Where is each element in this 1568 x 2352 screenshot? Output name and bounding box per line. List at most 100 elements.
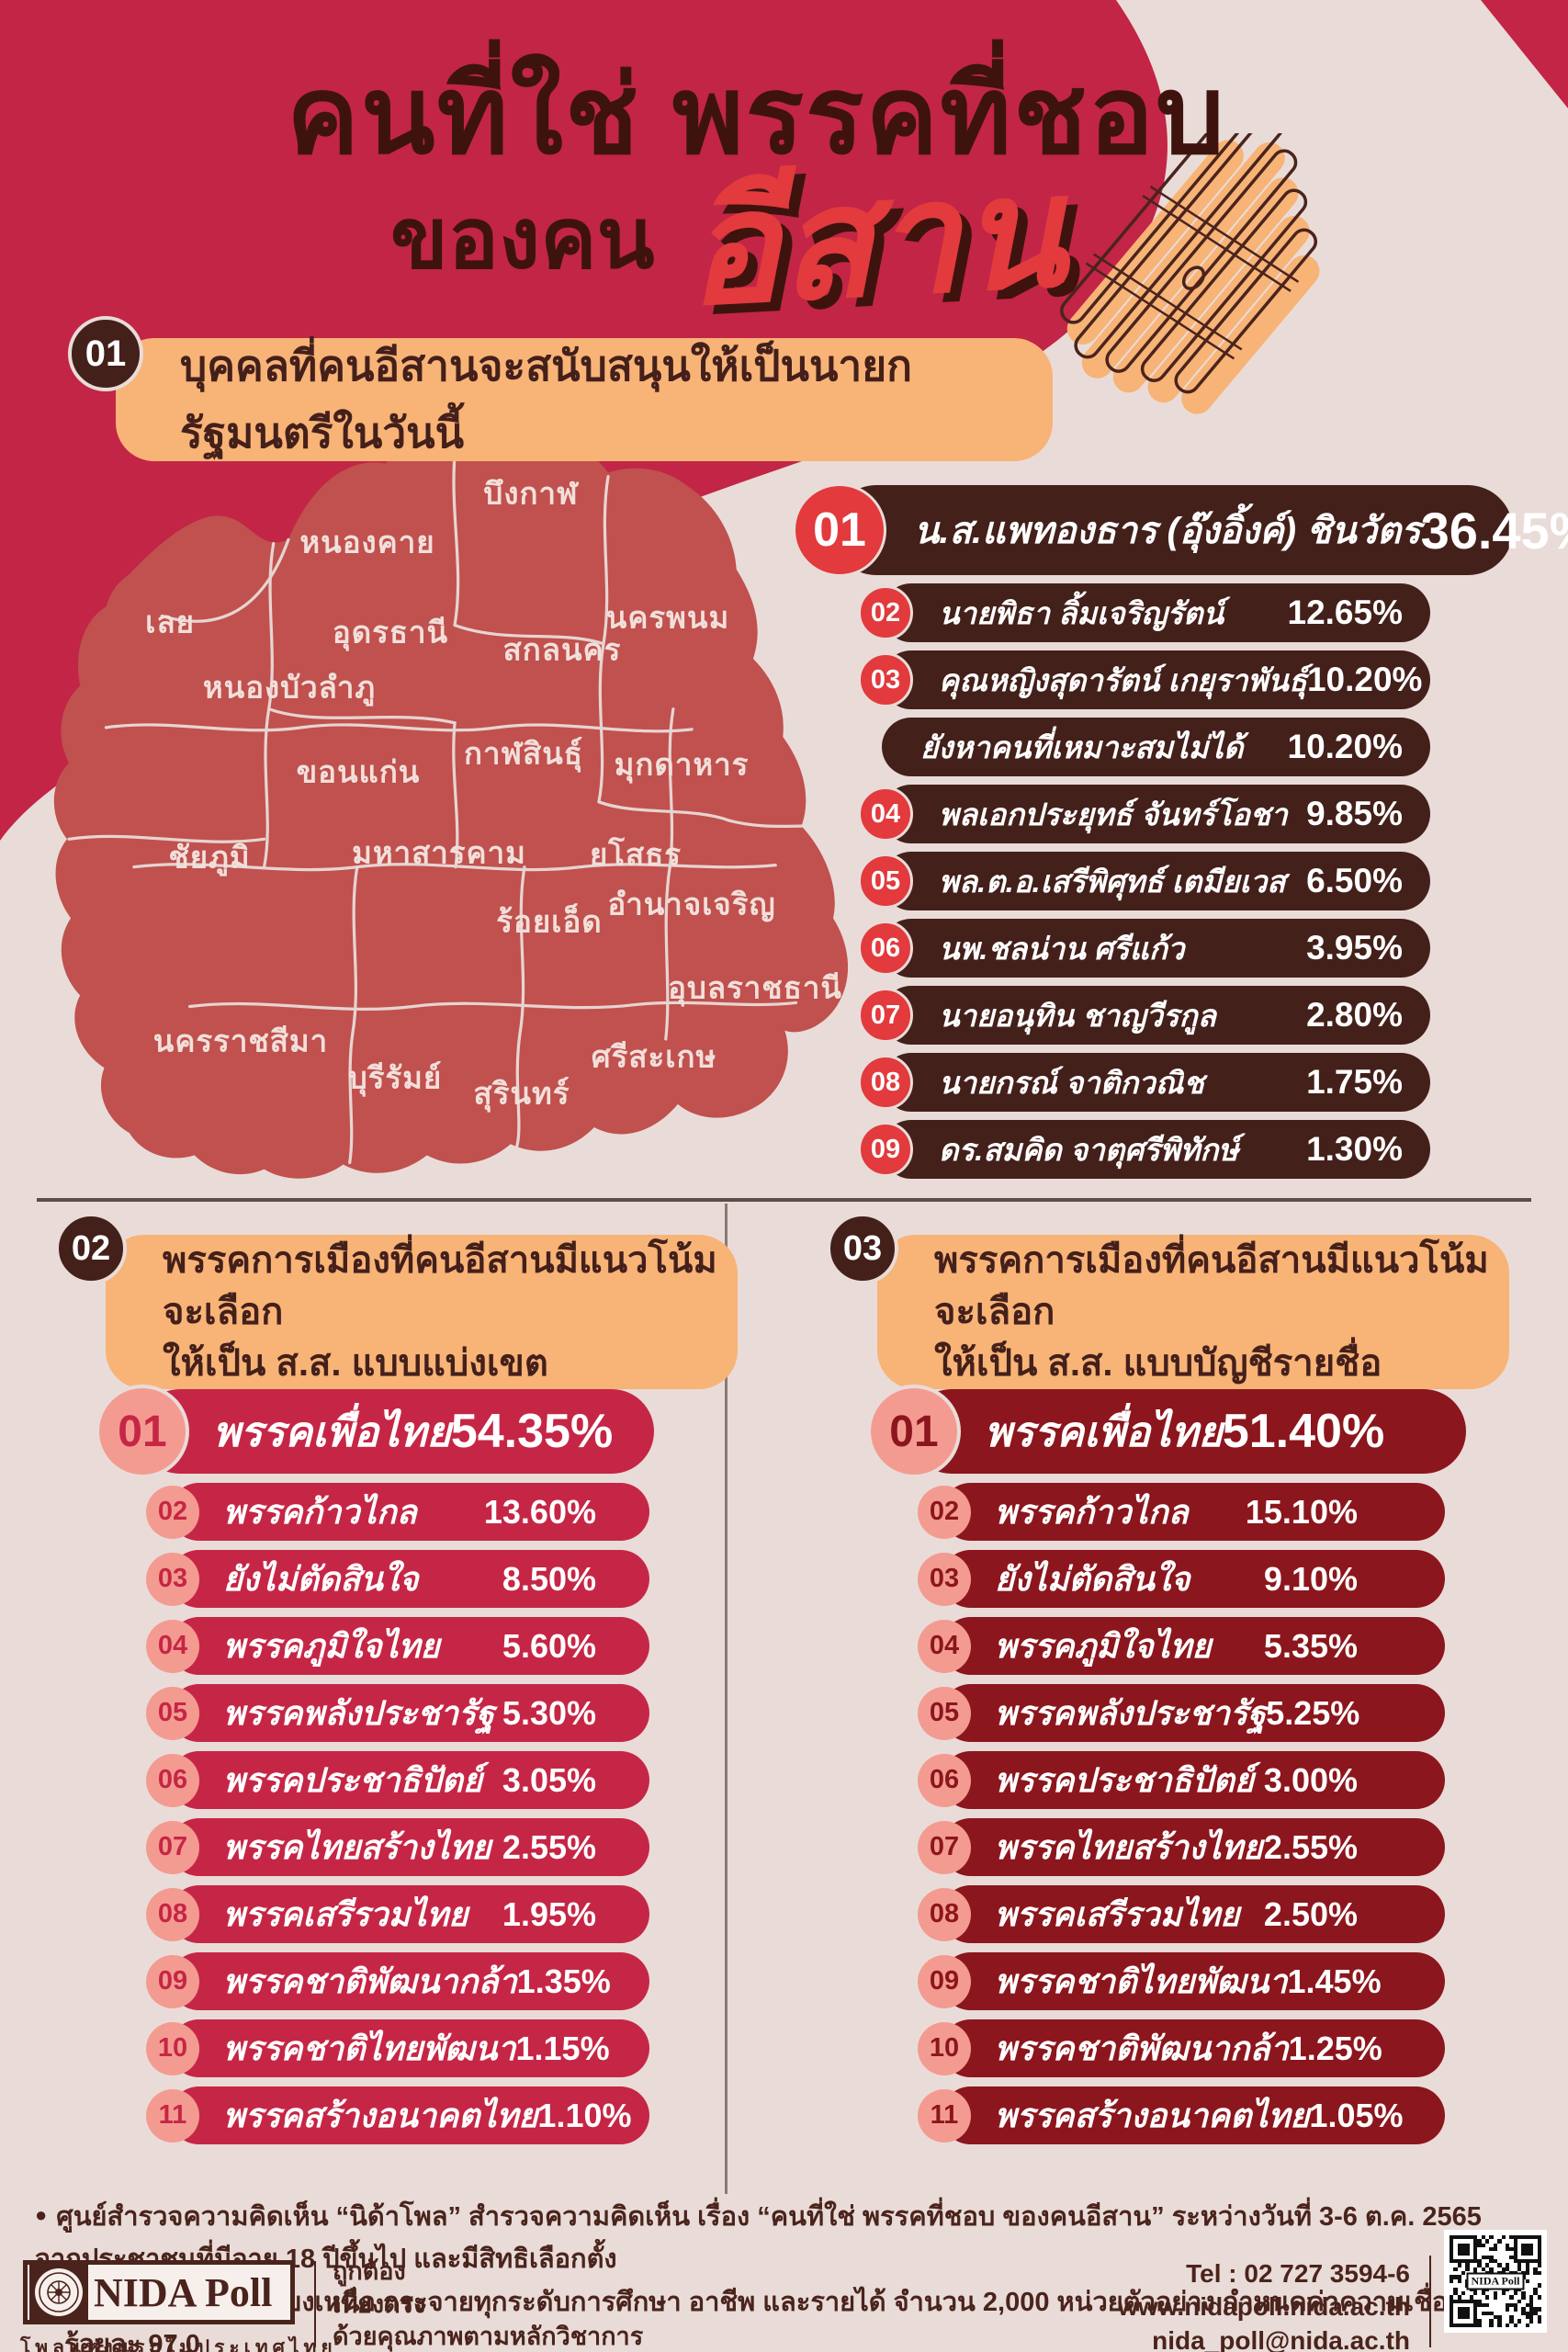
rank-badge: 08 xyxy=(918,1887,971,1941)
rank-value: 5.30% xyxy=(502,1693,596,1732)
ranking-row: 02 พรรคก้าวไกล 15.10% xyxy=(918,1483,1445,1541)
rank-badge: 01 xyxy=(867,1385,961,1478)
rank-value: 2.55% xyxy=(1263,1827,1358,1866)
rank-value: 1.35% xyxy=(516,1962,611,2000)
section-1-heading: บุคคลที่คนอีสานจะสนับสนุนให้เป็นนายกรัฐม… xyxy=(116,338,1053,461)
qr-center-label: NIDA Poll xyxy=(1466,2272,1525,2290)
rank-badge: 07 xyxy=(918,1820,971,1874)
ranking-row: 06 พรรคประชาธิปัตย์ 3.00% xyxy=(918,1751,1445,1809)
rank-label: พรรคก้าวไกล xyxy=(995,1493,1189,1531)
rank-value: 6.50% xyxy=(1306,862,1403,899)
district-mp-ranking-list: 01 พรรคเพื่อไทย 54.35% 02 พรรคก้าวไกล 13.60% 0… xyxy=(96,1385,707,2144)
rank-badge: 04 xyxy=(858,786,913,842)
rank-badge: 06 xyxy=(858,921,913,976)
rank-badge: 10 xyxy=(146,2021,199,2075)
ranking-row: 09 พรรคชาติพัฒนากล้า 1.35% xyxy=(146,1952,649,2010)
ranking-row: 07 พรรคไทยสร้างไทย 2.55% xyxy=(146,1818,649,1876)
rank-label: พรรคพลังประชารัฐ xyxy=(223,1694,495,1732)
rank-label: พรรคสร้างอนาคตไทย xyxy=(223,2097,538,2134)
rank-value: 8.50% xyxy=(502,1559,596,1598)
rank-label: ดร.สมคิด จาตุศรีพิทักษ์ xyxy=(939,1132,1239,1167)
rank-value: 1.10% xyxy=(537,2096,632,2134)
rank-value: 5.60% xyxy=(502,1626,596,1665)
bullet-icon: ● xyxy=(35,2203,48,2226)
rank-badge: 06 xyxy=(146,1753,199,1807)
subtitle-region-accent: อีสาน xyxy=(681,144,1069,337)
section-1-badge: 01 xyxy=(68,316,143,391)
rank-badge: 07 xyxy=(146,1820,199,1874)
footer-divider-1 xyxy=(314,2261,316,2347)
section-2-badge: 02 xyxy=(55,1213,127,1284)
rank-value: 15.10% xyxy=(1245,1492,1358,1531)
ranking-row: 05 พรรคพลังประชารัฐ 5.30% xyxy=(146,1684,649,1742)
rank-badge: 04 xyxy=(146,1619,199,1673)
logo-tagline: โพลแห่งแรกในประเทศไทย xyxy=(20,2337,337,2352)
nida-poll-logo: NIDA Poll xyxy=(23,2260,295,2324)
rank-badge: 07 xyxy=(858,988,913,1043)
rank-badge: 05 xyxy=(918,1686,971,1740)
section-3-badge: 03 xyxy=(827,1213,898,1284)
rank-value: 2.80% xyxy=(1306,996,1403,1034)
rank-badge: 02 xyxy=(918,1485,971,1539)
footer-bar: NIDA Poll โพลแห่งแรกในประเทศไทย ถูกต้องเ… xyxy=(0,2230,1568,2352)
crimson-corner-wedge xyxy=(1481,0,1568,108)
rank-label: พรรคชาติพัฒนากล้า xyxy=(223,1962,517,2000)
rank-value: 1.30% xyxy=(1306,1130,1403,1168)
rank-value: 1.05% xyxy=(1309,2096,1404,2134)
rank-value: 9.10% xyxy=(1263,1559,1358,1598)
rank-label: น.ส.แพทองธาร (อุ๊งอิ้งค์) ชินวัตร xyxy=(914,511,1421,551)
ranking-row: 08 พรรคเสรีรวมไทย 1.95% xyxy=(146,1885,649,1943)
rank-value: 2.50% xyxy=(1263,1894,1358,1933)
partylist-mp-ranking-list: 01 พรรคเพื่อไทย 51.40% 02 พรรคก้าวไกล 15.10% 0… xyxy=(867,1385,1497,2144)
rank-value: 1.95% xyxy=(502,1894,596,1933)
ranking-row: 04 พลเอกประยุทธ์ จันทร์โอชา 9.85% xyxy=(858,785,1430,843)
poster-title: คนที่ใช่ พรรคที่ชอบ xyxy=(287,55,1226,176)
rank-label: คุณหญิงสุดารัตน์ เกยุราพันธุ์ xyxy=(939,662,1307,697)
rank-badge: 06 xyxy=(918,1753,971,1807)
rank-value: 1.45% xyxy=(1287,1962,1382,2000)
rank-badge: 03 xyxy=(918,1552,971,1606)
rank-badge: 03 xyxy=(858,652,913,707)
rank-value: 9.85% xyxy=(1306,795,1403,832)
rank-value: 10.20% xyxy=(1306,661,1423,698)
methodology-note: ● ศูนย์สำรวจความคิดเห็น “นิด้าโพล” สำรวจค… xyxy=(35,2202,1502,2352)
rank-label: นายกรณ์ จาติกวณิช xyxy=(939,1065,1204,1100)
rank-label: พรรคประชาธิปัตย์ xyxy=(995,1761,1254,1799)
ranking-row: 10 พรรคชาติพัฒนากล้า 1.25% xyxy=(918,2019,1445,2077)
rank-value: 3.95% xyxy=(1306,929,1403,967)
rank-value: 1.25% xyxy=(1288,2029,1382,2067)
rank-label: ยังหาคนที่เหมาะสมไม่ได้ xyxy=(920,729,1244,764)
ranking-row: 02 นายพิธา ลิ้มเจริญรัตน์ 12.65% xyxy=(858,583,1430,642)
rank-label: พรรคชาติไทยพัฒนา xyxy=(995,1962,1288,2000)
rank-label: พรรคสร้างอนาคตไทย xyxy=(995,2097,1310,2134)
rank-badge: 01 xyxy=(96,1385,189,1478)
ranking-row: 03 คุณหญิงสุดารัตน์ เกยุราพันธุ์ 10.20% xyxy=(858,650,1430,709)
section-3-heading: พรรคการเมืองที่คนอีสานมีแนวโน้มจะเลือก ใ… xyxy=(877,1235,1509,1389)
rank-label: พรรคเพื่อไทย xyxy=(985,1408,1223,1455)
footer-website: www.nidapoll.nida.ac.th xyxy=(1118,2292,1410,2322)
qr-code: NIDA Poll xyxy=(1444,2230,1547,2333)
rank-label: ยังไม่ตัดสินใจ xyxy=(223,1560,419,1598)
rank-label: พรรคไทยสร้างไทย xyxy=(223,1828,491,1866)
ranking-row: 02 พรรคก้าวไกล 13.60% xyxy=(146,1483,649,1541)
rank-badge: 08 xyxy=(146,1887,199,1941)
ranking-row: 11 พรรคสร้างอนาคตไทย 1.05% xyxy=(918,2086,1445,2144)
rank-value: 1.15% xyxy=(515,2029,610,2067)
nida-seal-icon xyxy=(29,2265,88,2320)
qr-modules xyxy=(1450,2235,1541,2327)
rank-label: พรรคชาติพัฒนากล้า xyxy=(995,2030,1289,2067)
footer-value-statements: ถูกต้อง เที่ยงตรง ด้วยคุณภาพตามหลักวิชาการ xyxy=(333,2256,643,2352)
nida-poll-wordmark: NIDA Poll xyxy=(94,2269,273,2315)
rank-value: 1.75% xyxy=(1306,1063,1403,1101)
rank-value: 10.20% xyxy=(1287,728,1404,765)
footer-email: nida_poll@nida.ac.th xyxy=(1152,2325,1410,2352)
rank-label: พรรคพลังประชารัฐ xyxy=(995,1694,1267,1732)
rank-label: พรรคประชาธิปัตย์ xyxy=(223,1761,482,1799)
rank-badge: 05 xyxy=(146,1686,199,1740)
rank-badge: 09 xyxy=(858,1122,913,1177)
ranking-row: 03 ยังไม่ตัดสินใจ 9.10% xyxy=(918,1550,1445,1608)
rank-badge: 05 xyxy=(858,854,913,909)
rank-badge: 03 xyxy=(146,1552,199,1606)
rank-badge: 01 xyxy=(793,483,886,577)
ranking-row: 06 นพ.ชลน่าน ศรีแก้ว 3.95% xyxy=(858,919,1430,978)
